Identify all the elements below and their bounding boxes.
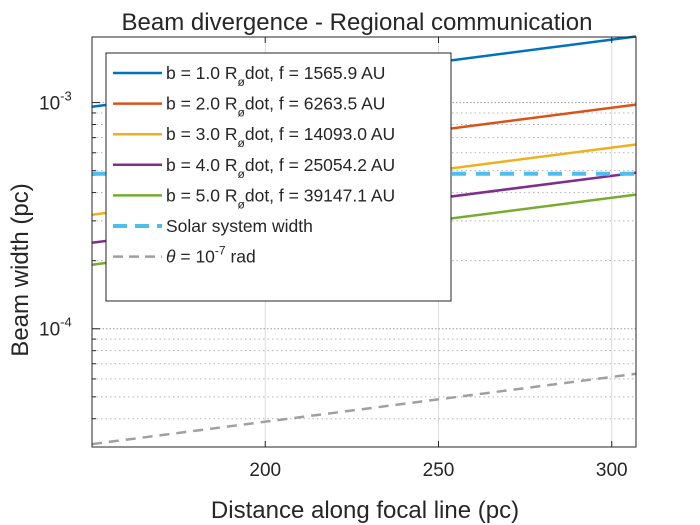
chart-title: Beam divergence - Regional communication xyxy=(122,9,593,36)
series-line-6 xyxy=(91,372,637,446)
axis-ticks: 200 250 300 10-4 10-3 xyxy=(39,37,628,481)
legend-box xyxy=(105,52,452,302)
legend-label-0: b = 1.0 Rødot, f = 1565.9 AU xyxy=(166,63,385,89)
x-axis-label: Distance along focal line (pc) xyxy=(211,497,519,524)
legend-label-2: b = 3.0 Rødot, f = 14093.0 AU xyxy=(166,124,395,150)
x-tick-label-2: 300 xyxy=(596,460,628,481)
x-tick-label-1: 250 xyxy=(423,460,455,481)
legend-label-1: b = 2.0 Rødot, f = 6263.5 AU xyxy=(166,94,385,120)
y-tick-label-0: 10-4 xyxy=(39,315,72,341)
legend-label-5: Solar system width xyxy=(166,216,313,236)
legend-label-4: b = 5.0 Rødot, f = 39147.1 AU xyxy=(166,185,395,211)
legend-entries: b = 1.0 Rødot, f = 1565.9 AU b = 2.0 Rødo… xyxy=(113,63,395,267)
legend-label-3: b = 4.0 Rødot, f = 25054.2 AU xyxy=(166,155,395,181)
y-axis-label: Beam width (pc) xyxy=(7,183,34,356)
legend-label-6: θ = 10-7 rad xyxy=(166,244,256,267)
legend: b = 1.0 Rødot, f = 1565.9 AU b = 2.0 Rødo… xyxy=(105,52,452,302)
y-tick-label-1: 10-3 xyxy=(39,89,72,115)
x-tick-label-0: 200 xyxy=(249,460,281,481)
plot-frame xyxy=(91,36,637,448)
